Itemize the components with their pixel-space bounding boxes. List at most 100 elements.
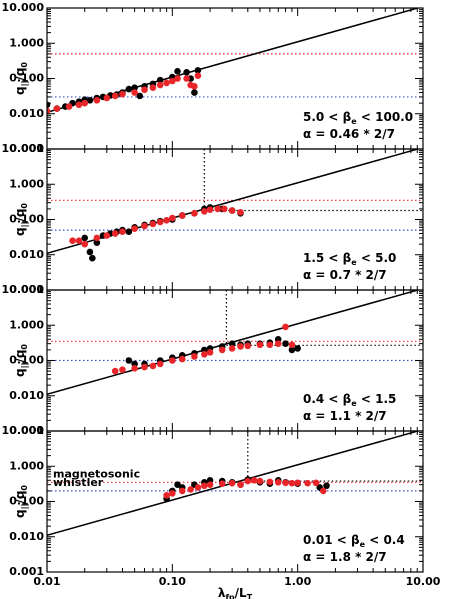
- data-point: [319, 487, 327, 495]
- data-point: [75, 101, 83, 109]
- data-point: [163, 216, 170, 224]
- annotation: 0.01 < βe < 0.4: [303, 533, 405, 549]
- data-point: [178, 212, 186, 219]
- data-point: [191, 89, 198, 96]
- data-point: [156, 76, 164, 84]
- data-point: [93, 97, 101, 104]
- data-point: [201, 208, 208, 215]
- data-point: [125, 85, 133, 93]
- annotation: 1.5 < βe < 5.0: [303, 251, 396, 267]
- y-axis-label: q||/q0: [13, 203, 29, 236]
- data-point: [81, 234, 89, 242]
- data-point: [256, 477, 264, 485]
- data-point: [131, 89, 138, 96]
- text-part: 1.5 < β: [303, 251, 352, 265]
- data-point: [294, 345, 301, 352]
- subscript: e: [351, 258, 357, 267]
- text-part: q: [13, 227, 27, 236]
- y-axis-label: q||/q0: [13, 62, 29, 95]
- y-tick-label: 10.000: [2, 1, 45, 14]
- subscript: ||: [20, 222, 29, 228]
- y-tick-label: 1.000: [9, 459, 44, 472]
- subscript: fp: [225, 593, 234, 599]
- subscript: e: [351, 399, 357, 408]
- data-point: [201, 482, 208, 490]
- y-tick-label: 0.001: [9, 424, 44, 437]
- subscript: e: [351, 117, 357, 126]
- text-part: /q: [13, 491, 27, 504]
- reference-label: magnetosonic: [53, 467, 140, 480]
- fit-line: [47, 290, 421, 396]
- text-part: < 5.0: [357, 251, 397, 265]
- data-point: [169, 357, 176, 364]
- data-point: [312, 479, 320, 487]
- data-point: [163, 491, 170, 499]
- data-point: [250, 476, 258, 484]
- data-point: [244, 477, 252, 485]
- text-part: λ: [218, 586, 226, 599]
- data-point: [65, 103, 73, 110]
- text-part: /q: [13, 209, 27, 222]
- data-point: [103, 94, 111, 102]
- data-point: [89, 254, 96, 262]
- data-point: [218, 480, 226, 487]
- data-point: [304, 479, 311, 487]
- y-tick-label: 0.100: [9, 72, 44, 85]
- data-point: [256, 341, 264, 349]
- subscript: T: [247, 593, 253, 599]
- data-point: [183, 75, 190, 82]
- data-point: [169, 214, 176, 222]
- y-tick-label: 1.000: [9, 177, 44, 190]
- data-point: [237, 209, 244, 216]
- data-point: [149, 220, 157, 228]
- subscript: 0: [20, 344, 29, 350]
- data-point: [187, 486, 194, 493]
- text-part: q: [13, 509, 27, 518]
- x-tick-label: 1.00: [284, 575, 311, 588]
- text-part: /q: [13, 68, 27, 81]
- x-axis-label: λfp/LT: [218, 586, 253, 599]
- text-part: q: [13, 368, 27, 377]
- text-part: α = 1.8 * 2/7: [303, 550, 387, 564]
- text-part: 0.4 < β: [303, 392, 352, 406]
- y-tick-label: 0.010: [9, 248, 44, 261]
- data-point: [191, 353, 198, 360]
- data-point: [119, 366, 126, 373]
- data-point: [221, 205, 228, 213]
- data-point: [194, 484, 202, 491]
- data-point: [206, 349, 214, 356]
- text-part: /q: [13, 350, 27, 363]
- data-point: [288, 479, 296, 487]
- data-point: [282, 323, 289, 331]
- subscript: 0: [20, 62, 29, 68]
- data-point: [111, 367, 119, 375]
- subscript: ||: [20, 504, 29, 510]
- x-tick-label: 10.00: [406, 575, 441, 588]
- annotation: α = 0.7 * 2/7: [303, 268, 387, 282]
- data-point: [156, 81, 164, 89]
- data-point: [103, 232, 111, 239]
- y-tick-label: 1.000: [9, 36, 44, 49]
- data-point: [141, 222, 148, 230]
- text-part: 5.0 < β: [303, 110, 352, 124]
- subscript: e: [360, 540, 366, 549]
- annotation: 0.4 < βe < 1.5: [303, 392, 396, 408]
- y-tick-label: 10.000: [2, 283, 45, 296]
- data-point: [237, 343, 244, 350]
- panel: [47, 149, 423, 262]
- annotation: α = 0.46 * 2/7: [303, 127, 395, 141]
- annotation: α = 1.1 * 2/7: [303, 409, 387, 423]
- data-point: [141, 363, 148, 371]
- data-point: [282, 340, 289, 347]
- data-point: [194, 67, 202, 74]
- data-point: [178, 355, 186, 363]
- data-point: [178, 487, 186, 495]
- data-point: [228, 340, 236, 347]
- y-tick-label: 0.100: [9, 213, 44, 226]
- data-point: [69, 237, 76, 245]
- plot-frame: [46, 430, 424, 573]
- data-point: [131, 365, 138, 372]
- data-point: [228, 207, 236, 214]
- data-point: [191, 209, 198, 217]
- data-point: [111, 92, 119, 100]
